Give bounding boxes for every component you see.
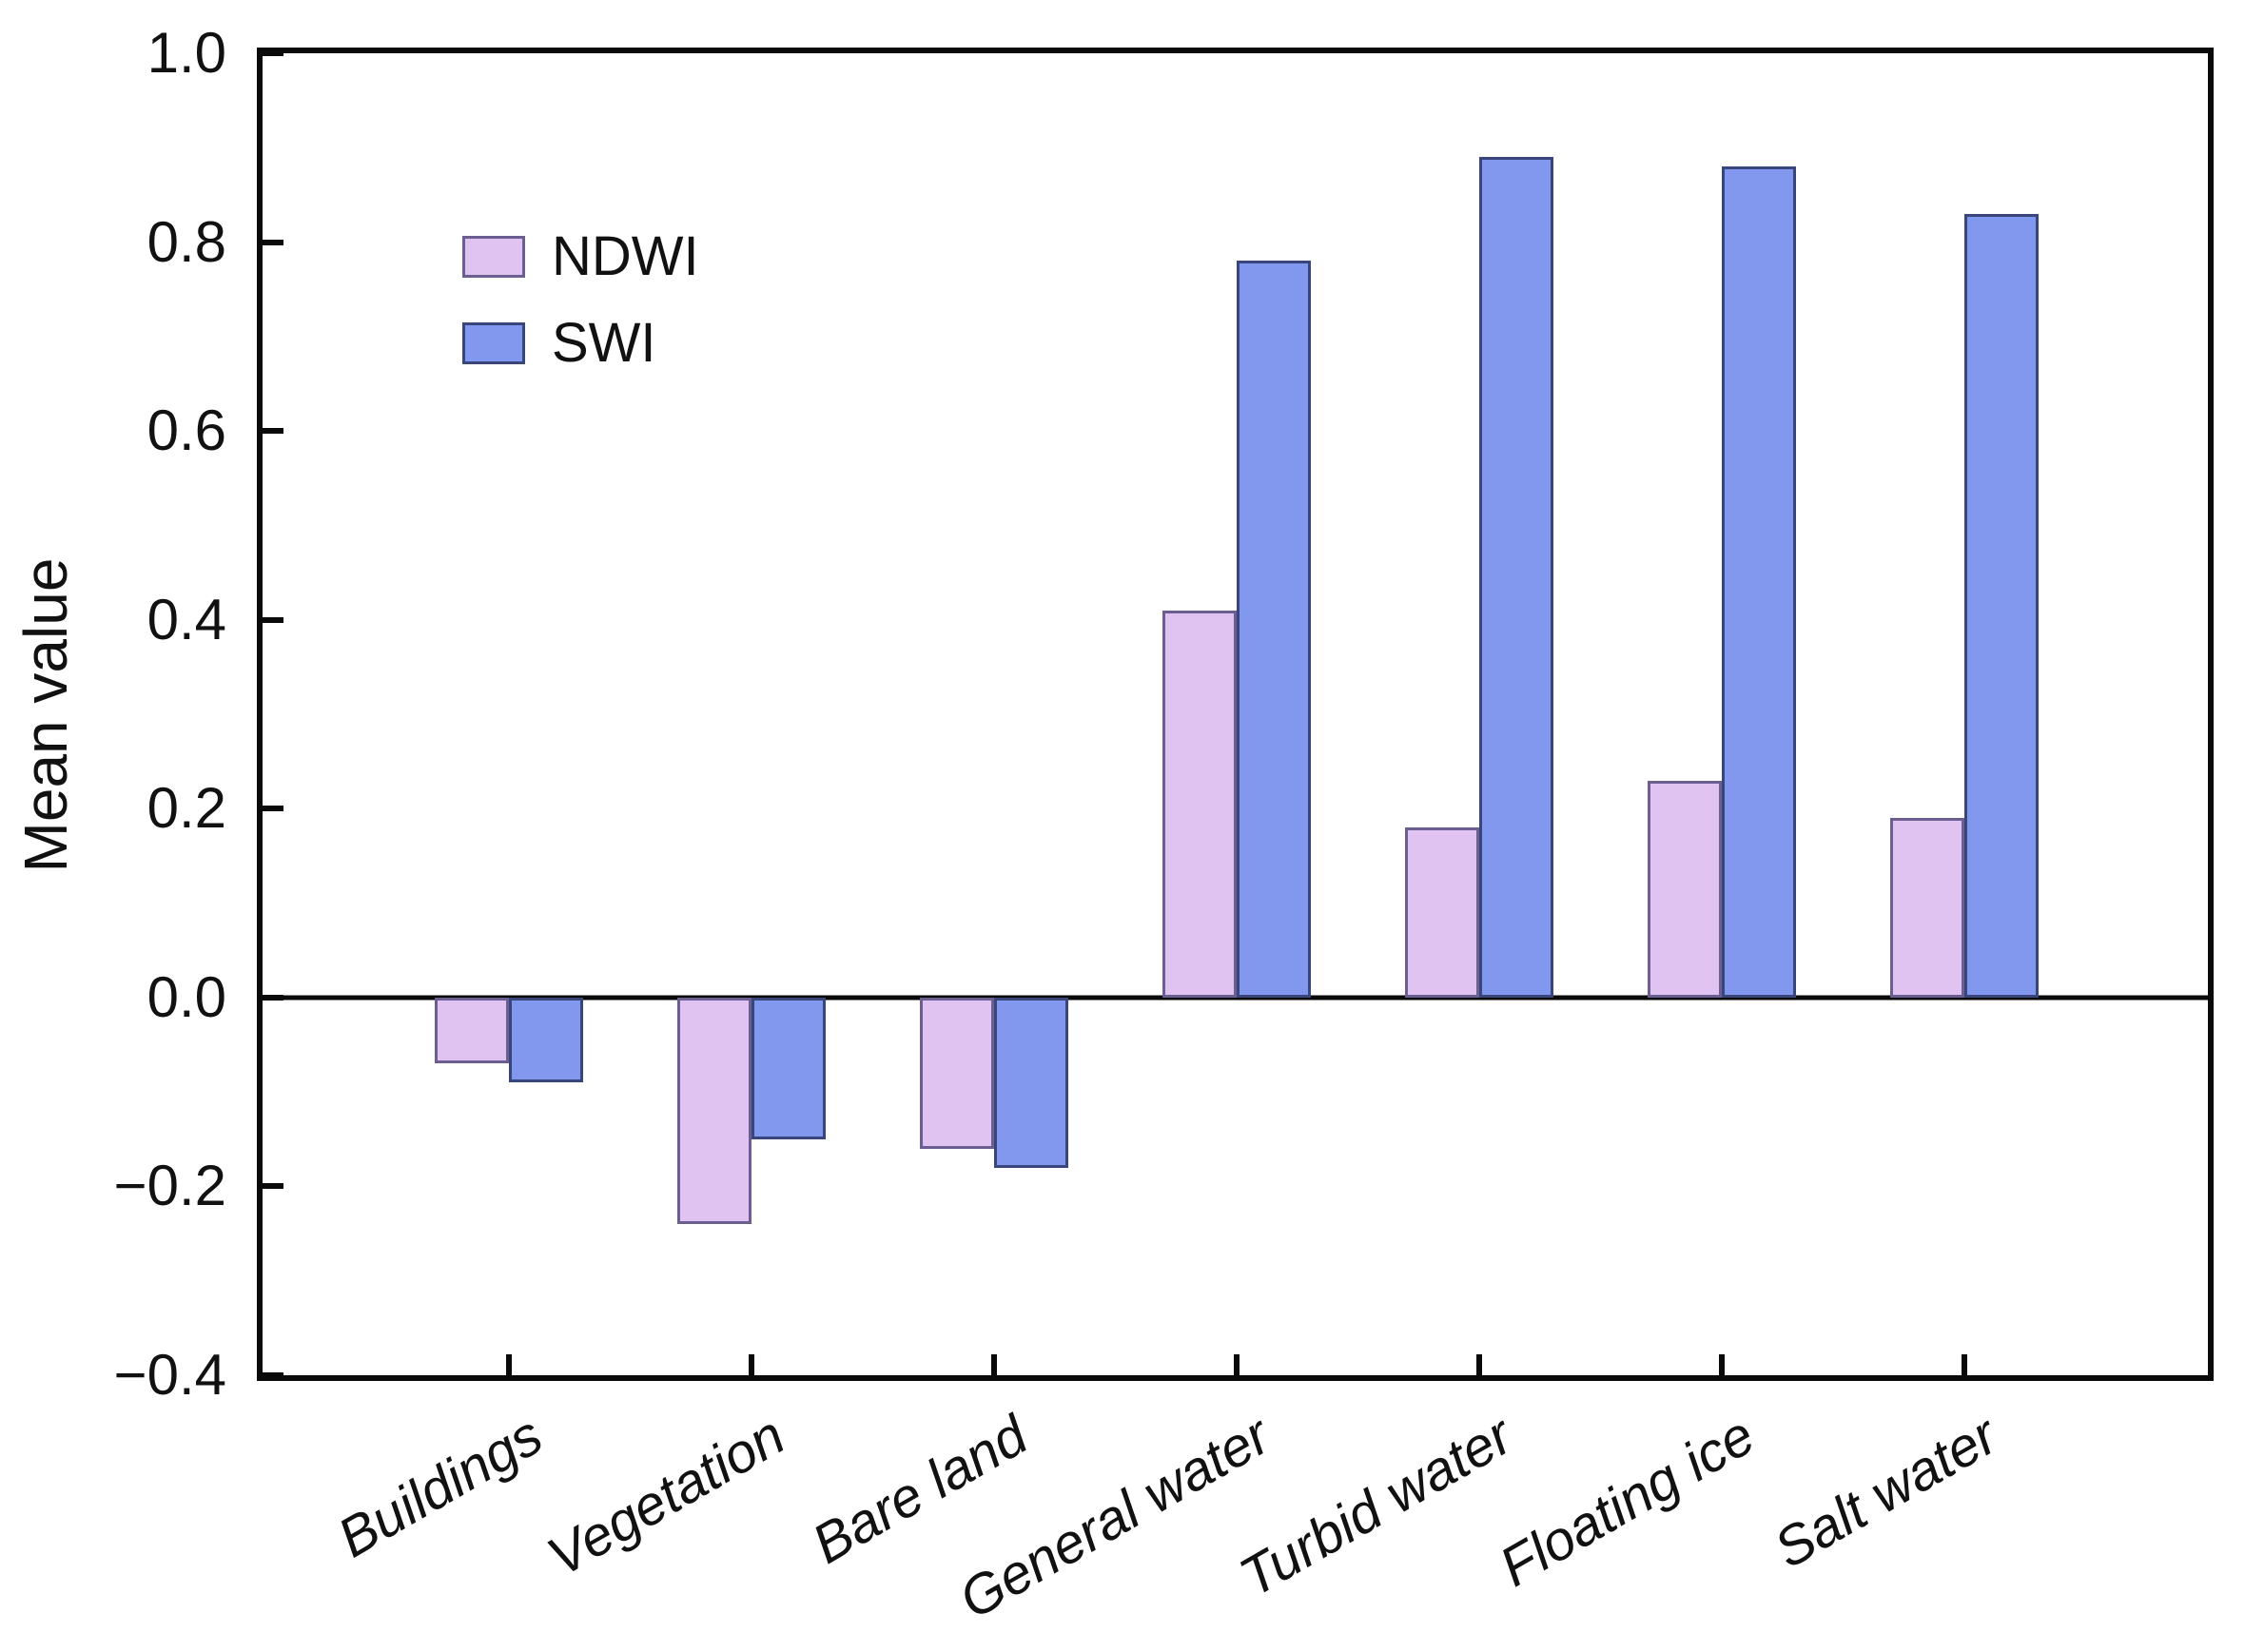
bar-swi-general-water bbox=[1237, 261, 1311, 998]
y-tick bbox=[263, 616, 283, 623]
x-tick bbox=[506, 1354, 512, 1375]
bar-ndwi-general-water bbox=[1162, 610, 1237, 998]
legend-row-swi: SWI bbox=[462, 311, 699, 375]
x-tick bbox=[991, 1354, 997, 1375]
y-tick bbox=[263, 1372, 283, 1378]
y-tick-label: −0.4 bbox=[113, 1343, 226, 1407]
bar-swi-turbid-water bbox=[1479, 157, 1553, 998]
legend-row-ndwi: NDWI bbox=[462, 224, 699, 288]
x-tick-label: Buildings bbox=[327, 1404, 553, 1570]
x-tick bbox=[749, 1354, 754, 1375]
x-tick-label: Turbid water bbox=[1229, 1404, 1523, 1609]
bar-swi-salt-water bbox=[1964, 213, 2039, 998]
legend-label-swi: SWI bbox=[552, 312, 656, 374]
bar-ndwi-bare-land bbox=[920, 997, 994, 1149]
bar-swi-floating-ice bbox=[1722, 166, 1796, 998]
x-tick-label: Salt water bbox=[1764, 1404, 2008, 1581]
zero-line bbox=[263, 995, 2208, 1001]
bar-swi-vegetation bbox=[752, 997, 826, 1139]
y-tick bbox=[263, 994, 283, 1001]
bar-ndwi-floating-ice bbox=[1648, 780, 1722, 998]
y-tick-label: −0.2 bbox=[113, 1154, 226, 1218]
x-tick bbox=[1719, 1354, 1725, 1375]
bar-ndwi-buildings bbox=[435, 997, 509, 1064]
bar-ndwi-turbid-water bbox=[1405, 827, 1479, 998]
y-tick bbox=[263, 428, 283, 435]
legend-label-ndwi: NDWI bbox=[552, 225, 699, 287]
legend-swatch-ndwi bbox=[462, 235, 525, 278]
bar-ndwi-salt-water bbox=[1890, 818, 1964, 998]
y-tick-label: 0.4 bbox=[146, 587, 226, 651]
x-tick bbox=[1476, 1354, 1482, 1375]
y-tick-label: 1.0 bbox=[146, 21, 226, 85]
x-tick bbox=[1234, 1354, 1240, 1375]
plot-area bbox=[257, 48, 2214, 1381]
x-tick-label: Floating ice bbox=[1490, 1404, 1766, 1599]
y-tick bbox=[263, 1183, 283, 1190]
legend-swatch-swi bbox=[462, 321, 525, 364]
legend: NDWI SWI bbox=[462, 224, 699, 398]
bar-ndwi-vegetation bbox=[677, 997, 752, 1225]
bar-swi-buildings bbox=[509, 997, 583, 1083]
y-tick-label: 0.2 bbox=[146, 776, 226, 841]
y-tick bbox=[263, 50, 283, 56]
y-tick-label: 0.8 bbox=[146, 209, 226, 274]
bar-swi-bare-land bbox=[994, 997, 1068, 1168]
x-tick-label: Vegetation bbox=[537, 1404, 795, 1589]
y-tick-label: 0.6 bbox=[146, 398, 226, 463]
y-tick bbox=[263, 806, 283, 812]
y-tick-label: 0.0 bbox=[146, 964, 226, 1029]
x-tick bbox=[1962, 1354, 1967, 1375]
y-tick bbox=[263, 239, 283, 245]
